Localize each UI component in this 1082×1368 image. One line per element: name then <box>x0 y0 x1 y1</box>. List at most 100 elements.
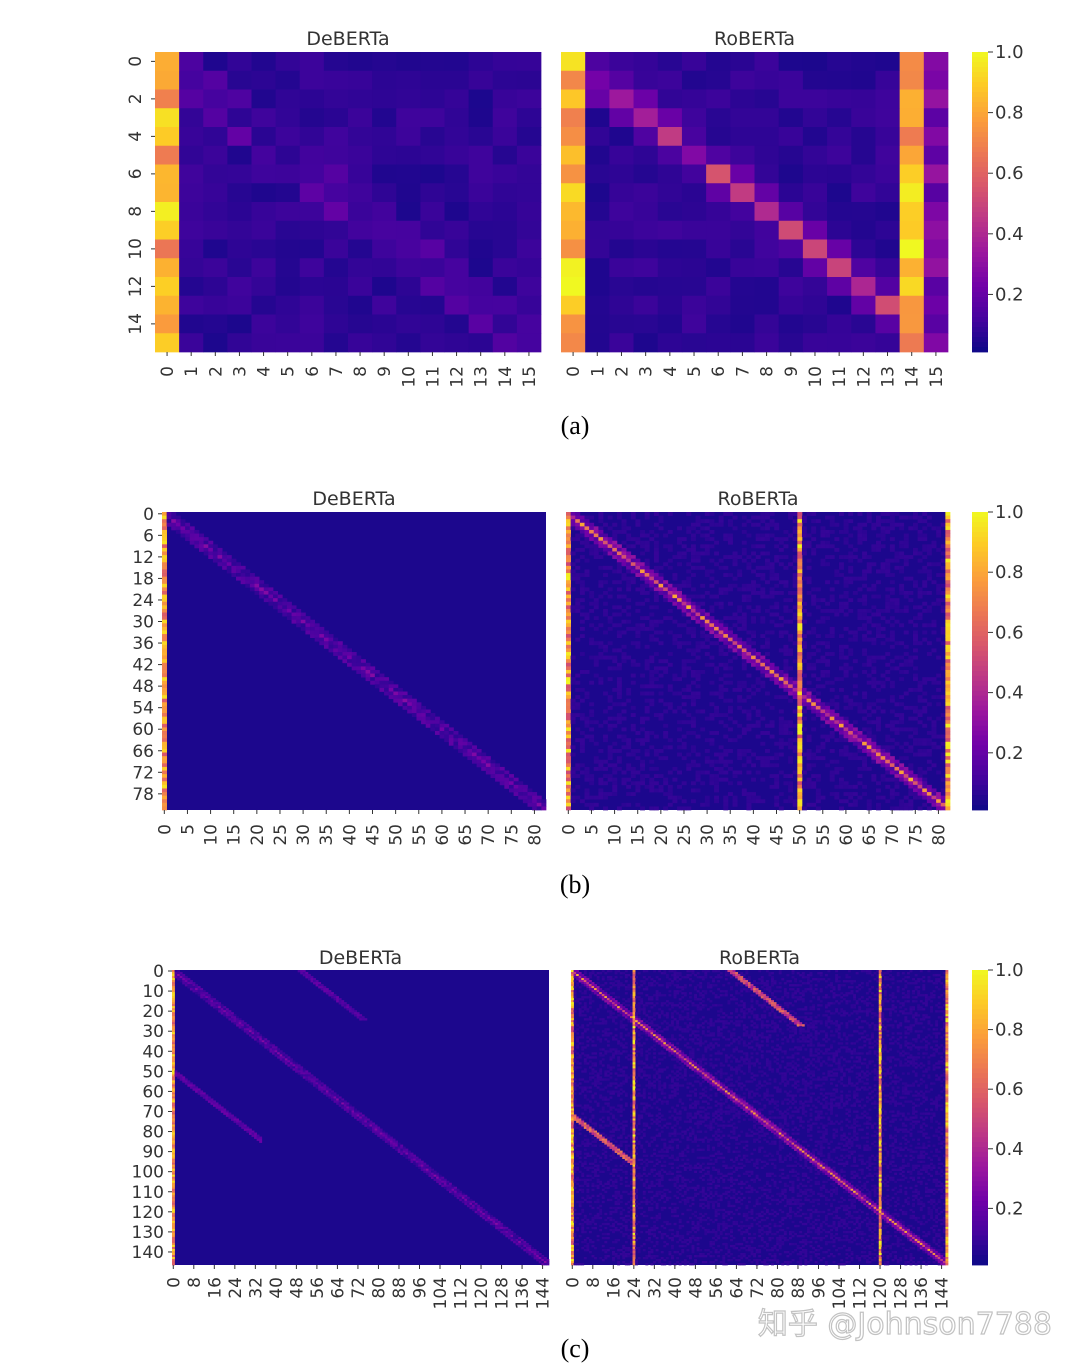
heatmap-cell <box>769 774 775 779</box>
heatmap-cell <box>797 795 803 800</box>
x-tick-label: 0 <box>158 366 178 377</box>
heatmap-cell <box>778 806 784 811</box>
heatmap-cell <box>305 1070 309 1073</box>
heatmap-cell <box>802 314 828 334</box>
y-tick-label: 60 <box>132 720 154 740</box>
heatmap-cell <box>755 713 761 717</box>
heatmap-cell <box>575 547 581 552</box>
heatmap-cell <box>305 1074 309 1077</box>
heatmap-cell <box>616 734 622 739</box>
heatmap-cell <box>806 655 812 660</box>
heatmap-cell <box>672 795 678 800</box>
heatmap-cell <box>894 770 900 775</box>
heatmap-cell <box>871 702 877 707</box>
heatmap-cell <box>243 1030 247 1033</box>
heatmap-cell <box>774 605 780 610</box>
y-tick-label: 54 <box>132 699 154 719</box>
heatmap-cell <box>825 601 831 606</box>
heatmap-cell <box>801 716 807 721</box>
heatmap-cell <box>653 766 659 771</box>
x-tick-label: 15 <box>629 824 649 846</box>
heatmap-cell <box>903 777 909 782</box>
heatmap-cell <box>172 1064 175 1067</box>
heatmap-cell <box>732 799 738 804</box>
colorbar-segment <box>972 132 988 138</box>
heatmap-cell <box>337 655 343 660</box>
heatmap-cell <box>310 626 316 631</box>
heatmap-cell <box>598 766 604 771</box>
heatmap-cell <box>396 127 421 147</box>
heatmap-cell <box>820 756 826 761</box>
heatmap-cell <box>746 587 752 592</box>
heatmap-cell <box>936 573 942 577</box>
heatmap-cell <box>347 648 353 653</box>
heatmap-cell <box>718 519 724 524</box>
heatmap-cell <box>880 655 886 660</box>
heatmap-cell <box>635 802 641 807</box>
heatmap-cell <box>686 562 692 567</box>
heatmap-cell <box>162 637 167 642</box>
heatmap-cell <box>926 623 932 628</box>
heatmap-cell <box>323 630 329 635</box>
heatmap-cell <box>607 756 613 761</box>
heatmap-cell <box>663 669 669 674</box>
heatmap-cell <box>672 598 678 603</box>
heatmap-cell <box>862 608 868 613</box>
heatmap-cell <box>251 70 276 90</box>
heatmap-cell <box>635 573 641 577</box>
heatmap-cell <box>584 669 590 674</box>
heatmap-cell <box>598 680 604 685</box>
heatmap-cell <box>205 994 209 997</box>
heatmap-cell <box>945 745 951 750</box>
heatmap-cell <box>774 666 780 671</box>
heatmap-cell <box>307 974 311 977</box>
heatmap-cell <box>299 258 325 278</box>
heatmap-cell <box>718 687 724 692</box>
heatmap-cell <box>852 720 858 725</box>
heatmap-cell <box>751 752 757 757</box>
heatmap-cell <box>630 562 636 567</box>
heatmap-cell <box>264 1042 268 1045</box>
heatmap-cell <box>172 1110 175 1113</box>
heatmap-cell <box>566 544 571 549</box>
heatmap-cell <box>612 537 618 542</box>
heatmap-cell <box>222 565 228 570</box>
heatmap-cell <box>162 677 167 682</box>
colorbar-segment <box>972 516 988 523</box>
heatmap-cell <box>325 992 329 995</box>
heatmap-cell <box>499 777 505 782</box>
heatmap-cell <box>259 583 265 588</box>
heatmap-cell <box>922 698 928 703</box>
heatmap-cell <box>172 1128 175 1131</box>
heatmap-cell <box>866 806 872 811</box>
heatmap-cell <box>894 619 900 624</box>
heatmap-cell <box>746 555 752 560</box>
heatmap-cell <box>848 565 854 570</box>
heatmap-cell <box>827 52 852 72</box>
heatmap-cell <box>630 555 636 560</box>
heatmap-cell <box>570 526 576 531</box>
heatmap-cell <box>621 777 627 782</box>
heatmap-cell <box>384 1134 388 1137</box>
heatmap-cell <box>236 569 241 574</box>
heatmap-cell <box>319 626 325 631</box>
heatmap-cell <box>788 723 794 728</box>
heatmap-cell <box>801 727 807 732</box>
heatmap-cell <box>251 1130 255 1133</box>
heatmap-cell <box>751 659 757 664</box>
heatmap-cell <box>690 698 696 703</box>
heatmap-cell <box>875 522 881 527</box>
heatmap-cell <box>686 684 692 689</box>
heatmap-cell <box>200 992 204 995</box>
heatmap-cell <box>769 705 775 710</box>
heatmap-cell <box>658 659 664 664</box>
heatmap-cell <box>797 720 803 725</box>
heatmap-cell <box>172 1036 175 1039</box>
heatmap-cell <box>644 580 650 585</box>
heatmap-cell <box>476 759 482 764</box>
colorbar: 0.20.40.60.81.0 <box>972 502 1024 811</box>
heatmap-cell <box>866 731 872 735</box>
heatmap-cell <box>612 555 618 560</box>
heatmap-cell <box>704 533 710 538</box>
heatmap-cell <box>172 1096 175 1099</box>
